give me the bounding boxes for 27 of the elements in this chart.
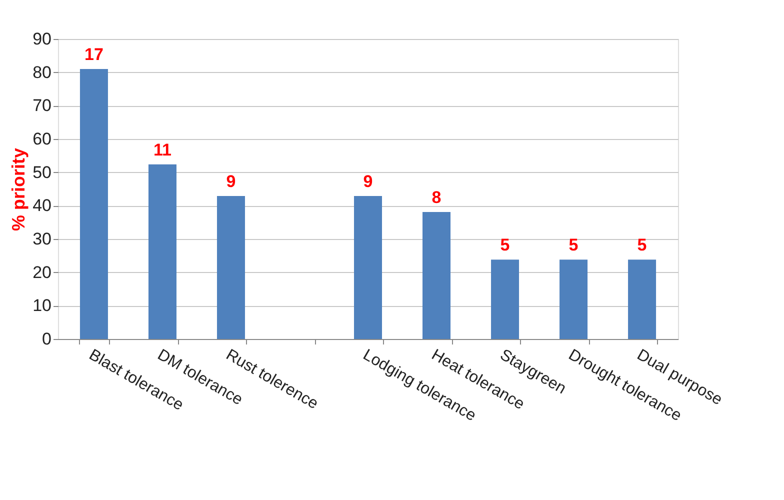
y-tick-label: 70 xyxy=(32,96,52,116)
y-tick-label: 30 xyxy=(32,230,52,248)
bar xyxy=(422,212,451,339)
bar xyxy=(560,260,588,339)
bar xyxy=(216,196,245,339)
bar xyxy=(148,164,176,339)
y-tick-label: 50 xyxy=(32,162,52,182)
annotation: 8 xyxy=(432,188,442,207)
annotation: 5 xyxy=(637,236,647,255)
annotation: 17 xyxy=(84,45,104,64)
annotation: 5 xyxy=(500,236,510,255)
y-tick-label: 60 xyxy=(32,130,52,148)
bar xyxy=(491,260,520,339)
annotation: 9 xyxy=(226,172,236,191)
annotation: 5 xyxy=(568,236,578,255)
y-tick-label: 90 xyxy=(32,30,52,48)
y-tick-label: 80 xyxy=(32,62,52,82)
y-axis-title: % priority xyxy=(8,148,29,232)
annotation: 11 xyxy=(153,140,172,160)
y-tick-label: 0 xyxy=(42,330,52,348)
bar xyxy=(354,196,382,339)
y-tick-label: 20 xyxy=(32,262,52,282)
y-tick-label: 10 xyxy=(32,296,52,316)
y-tick-label: 40 xyxy=(32,196,52,216)
bar xyxy=(628,260,656,339)
bar xyxy=(80,69,108,339)
annotation: 9 xyxy=(363,172,373,191)
